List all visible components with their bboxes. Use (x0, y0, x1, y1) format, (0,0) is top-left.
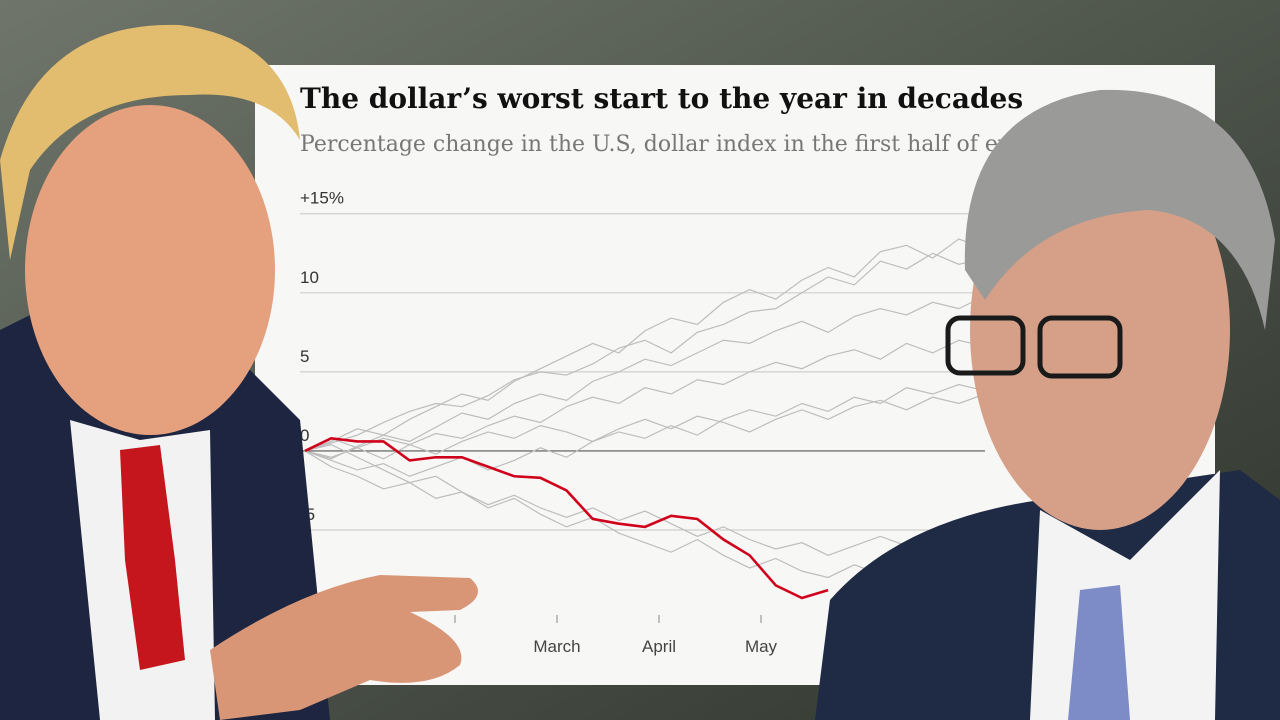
history-line (304, 383, 986, 477)
x-tick-label: April (642, 637, 676, 656)
history-line (304, 295, 986, 460)
highlight-line (304, 436, 829, 600)
history-line (304, 450, 986, 556)
chart-title: The dollar’s worst start to the year in … (300, 82, 1023, 115)
chart-subtitle: Percentage change in the U.S, dollar ind… (300, 132, 1023, 157)
right-person (815, 89, 1280, 720)
y-tick-label: +15% (300, 189, 344, 208)
x-tick-label: May (745, 637, 778, 656)
y-tick-label: 10 (300, 268, 319, 287)
x-tick-label: March (533, 637, 580, 656)
y-tick-label: 0 (300, 426, 309, 445)
history-line (304, 393, 986, 458)
history-line (304, 238, 986, 452)
left-person (0, 24, 478, 720)
history-line (304, 252, 986, 452)
y-tick-label: 5 (300, 347, 309, 366)
history-line (304, 339, 986, 460)
